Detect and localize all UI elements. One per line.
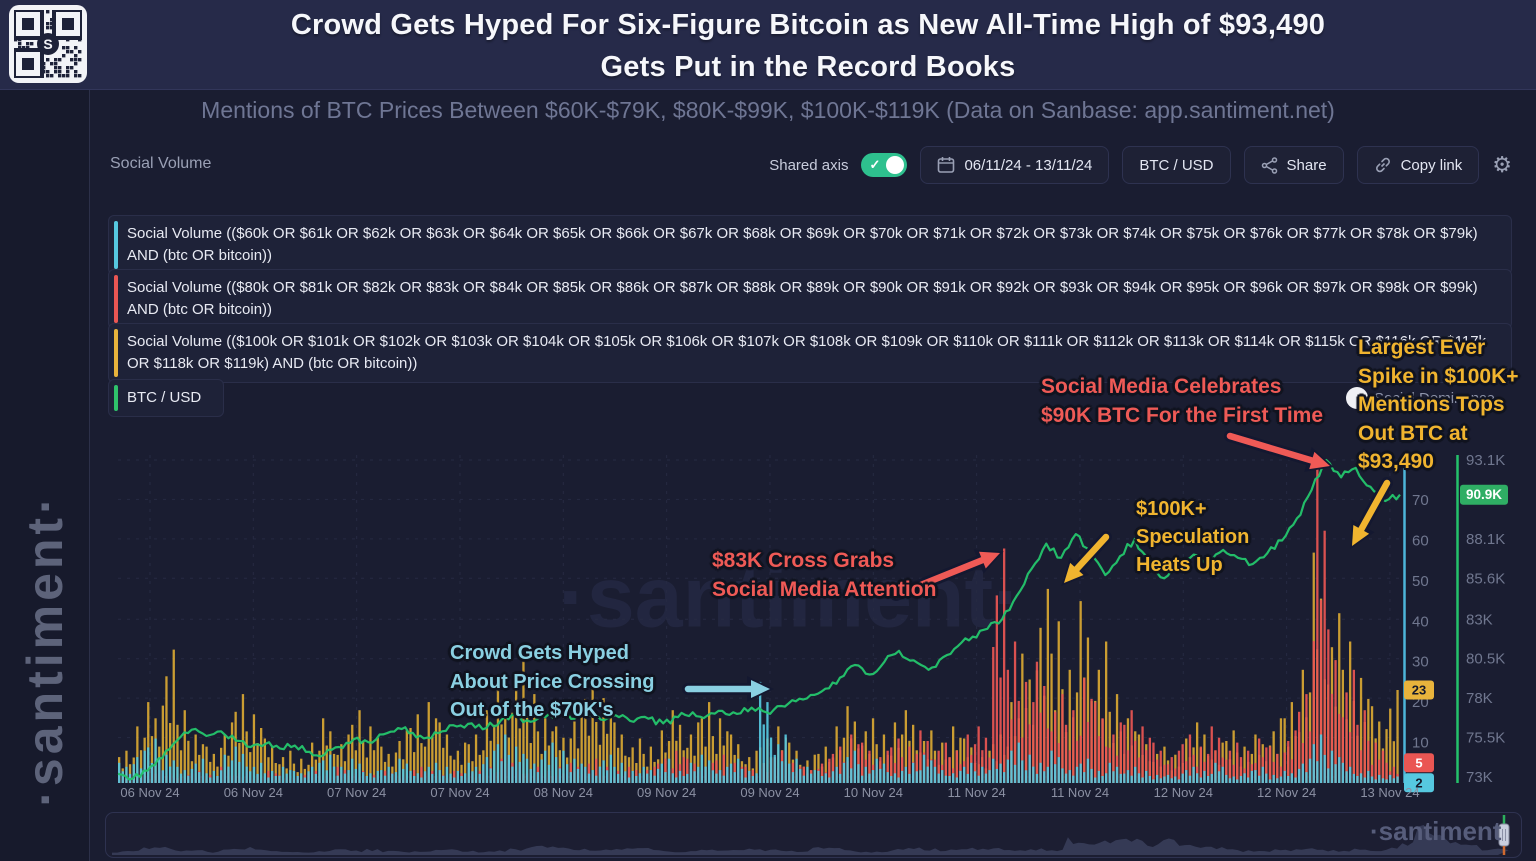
qr-code: S xyxy=(9,5,87,83)
legend-item-label: Social Volume (($80k OR $81k OR $82k OR … xyxy=(127,279,1478,318)
share-icon xyxy=(1261,156,1277,174)
svg-text:83K: 83K xyxy=(1466,611,1493,628)
date-range-picker[interactable]: 06/11/24 - 13/11/24 xyxy=(920,146,1110,184)
svg-text:60: 60 xyxy=(1412,532,1429,549)
svg-text:88.1K: 88.1K xyxy=(1466,531,1505,548)
annotation-100k-speculation: $100K+ Speculation Heats Up xyxy=(1136,498,1250,576)
x-axis-date-label: 09 Nov 24 xyxy=(637,785,697,800)
legend-item-60k-79k[interactable]: Social Volume (($60k OR $61k OR $62k OR … xyxy=(108,215,1512,275)
legend-color-bar xyxy=(114,385,118,411)
share-button[interactable]: Share xyxy=(1243,146,1344,184)
date-range-value: 06/11/24 - 13/11/24 xyxy=(964,156,1093,174)
svg-text:78K: 78K xyxy=(1466,690,1493,707)
asset-button[interactable]: BTC / USD xyxy=(1122,146,1231,184)
svg-text:2: 2 xyxy=(1415,775,1422,790)
page-title: Crowd Gets Hyped For Six-Figure Bitcoin … xyxy=(100,4,1516,88)
x-axis-date-label: 12 Nov 24 xyxy=(1256,785,1317,800)
chart-subtitle: Mentions of BTC Prices Between $60K-$79K… xyxy=(201,97,1335,123)
qr-code-pattern: S xyxy=(12,8,84,80)
check-icon: ✓ xyxy=(869,157,881,172)
shared-axis-label: Shared axis xyxy=(769,156,849,174)
shared-axis-toggle[interactable]: ✓ xyxy=(861,153,908,177)
svg-text:75.5K: 75.5K xyxy=(1466,730,1505,747)
x-axis-date-label: 07 Nov 24 xyxy=(327,785,387,800)
x-axis-date-label: 09 Nov 24 xyxy=(740,785,800,800)
x-axis-date-label: 11 Nov 24 xyxy=(1050,785,1110,800)
settings-gear-icon[interactable]: ⚙ xyxy=(1492,152,1512,177)
svg-text:93.1K: 93.1K xyxy=(1466,452,1505,469)
svg-text:5: 5 xyxy=(1415,755,1422,770)
link-icon xyxy=(1375,157,1390,173)
legend-color-bar xyxy=(114,221,118,269)
svg-text:73K: 73K xyxy=(1466,769,1493,786)
x-axis-date-label: 07 Nov 24 xyxy=(430,785,490,800)
x-axis-date-labels: 06 Nov 24 06 Nov 24 07 Nov 24 07 Nov 24 08 N… xyxy=(0,785,1536,803)
annotation-largest-spike: Largest Ever Spike in $100K+ Mentions To… xyxy=(1358,336,1519,473)
legend-item-80k-99k[interactable]: Social Volume (($80k OR $81k OR $82k OR … xyxy=(108,269,1512,329)
asset-button-label: BTC / USD xyxy=(1139,156,1214,174)
share-button-label: Share xyxy=(1286,156,1327,174)
legend-item-label: Social Volume (($100k OR $101k OR $102k … xyxy=(127,333,1487,372)
svg-text:23: 23 xyxy=(1412,683,1426,698)
metric-label: Social Volume xyxy=(110,155,212,172)
legend-color-bar xyxy=(114,329,118,377)
legend-item-100k-119k[interactable]: Social Volume (($100k OR $101k OR $102k … xyxy=(108,323,1512,383)
annotation-83k-cross: $83K Cross Grabs Social Media Attention xyxy=(712,549,937,601)
copy-link-button[interactable]: Copy link xyxy=(1356,146,1480,184)
svg-text:40: 40 xyxy=(1412,613,1429,630)
sidebar: ·santiment· xyxy=(0,90,90,861)
x-axis-date-label: 13 Nov 24 xyxy=(1360,785,1420,800)
annotation-crowd-gets-hyped: Crowd Gets Hyped About Price Crossing Ou… xyxy=(450,642,655,721)
svg-text:10: 10 xyxy=(1412,735,1429,752)
x-axis-date-label: 06 Nov 24 xyxy=(120,785,180,800)
minimap-watermark: ·santiment xyxy=(1370,816,1502,846)
x-axis-date-label: 11 Nov 24 xyxy=(947,785,1006,800)
toggle-knob xyxy=(886,156,905,174)
legend-color-bar xyxy=(114,275,118,323)
svg-text:50: 50 xyxy=(1412,573,1429,590)
legend-item-label: BTC / USD xyxy=(127,389,202,406)
timeline-navigator[interactable] xyxy=(105,812,1522,858)
social-dominance-toggle-label: Social Dominance xyxy=(1374,390,1495,407)
x-axis-date-label: 12 Nov 24 xyxy=(1153,785,1213,800)
header: S Crowd Gets Hyped For Six-Figure Bitcoi… xyxy=(0,0,1536,90)
x-axis-date-label: 10 Nov 24 xyxy=(843,785,903,800)
social-dominance-toggle[interactable] xyxy=(1346,387,1368,409)
legend-item-label: Social Volume (($60k OR $61k OR $62k OR … xyxy=(127,225,1478,264)
svg-text:90.9K: 90.9K xyxy=(1466,487,1502,502)
x-axis-date-label: 06 Nov 24 xyxy=(223,785,283,800)
svg-text:70: 70 xyxy=(1412,492,1429,509)
x-axis-date-label: 08 Nov 24 xyxy=(533,785,593,800)
page-title-line2: Gets Put in the Record Books xyxy=(600,51,1016,83)
page-title-line1: Crowd Gets Hyped For Six-Figure Bitcoin … xyxy=(290,9,1326,41)
svg-text:85.6K: 85.6K xyxy=(1466,570,1505,587)
copy-link-button-label: Copy link xyxy=(1400,156,1463,174)
svg-text:30: 30 xyxy=(1412,654,1429,671)
chart-watermark: ·santiment· xyxy=(558,549,1022,646)
toolbar: Shared axis ✓ 06/11/24 - 13/11/24 BTC / … xyxy=(769,146,1512,184)
legend-item-btc-usd[interactable]: BTC / USD xyxy=(108,379,225,417)
svg-text:80.5K: 80.5K xyxy=(1466,651,1505,668)
calendar-icon xyxy=(938,157,955,173)
svg-text:S: S xyxy=(43,36,52,52)
annotation-90k-celebrates: Social Media Celebrates $90K BTC For the… xyxy=(1041,375,1324,427)
